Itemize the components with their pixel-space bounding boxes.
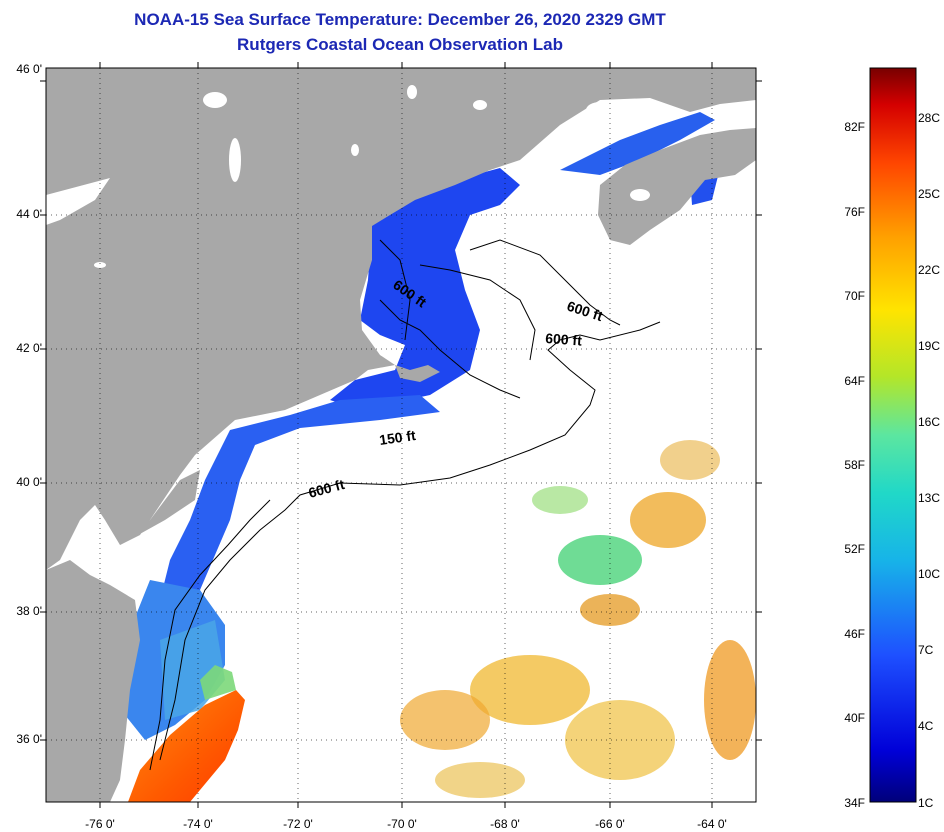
bathymetry-contours: [149, 239, 661, 771]
lat-label: 42 0': [16, 341, 42, 355]
cold-water-shelf: [160, 395, 440, 615]
bay-of-fundy-water: [560, 112, 715, 175]
lat-label: 44 0': [16, 207, 42, 221]
lat-label: 46 0': [16, 62, 42, 76]
axis-ticks: [40, 62, 762, 808]
cold-water-gulf-of-maine: [330, 168, 520, 410]
colorbar-c-label: 10C: [918, 567, 941, 581]
colorbar-c-label: 19C: [918, 339, 941, 353]
colorbar-c-label: 4C: [918, 719, 934, 733]
lat-label: 38 0': [16, 604, 42, 618]
map-frame: [45, 67, 757, 803]
map-title: NOAA-15 Sea Surface Temperature: Decembe…: [134, 10, 666, 29]
warm-eddies: [400, 440, 756, 798]
contour-label: 150 ft: [378, 427, 417, 448]
colorbar-c-label: 28C: [918, 111, 941, 125]
colorbar-f-label: 34F: [844, 796, 865, 810]
lon-label: -72 0': [283, 817, 313, 831]
colorbar-c-label: 1C: [918, 796, 934, 810]
lon-label: -74 0': [183, 817, 213, 831]
land-north-america: [46, 68, 756, 570]
map-subtitle: Rutgers Coastal Ocean Observation Lab: [237, 35, 563, 54]
colorbar-c-label: 16C: [918, 415, 941, 429]
colorbar-c-label: 7C: [918, 643, 934, 657]
colorbar-f-label: 58F: [844, 458, 865, 472]
lat-label: 36 0': [16, 732, 42, 746]
lat-label: 40 0': [16, 475, 42, 489]
land-delmarva: [46, 560, 140, 802]
lon-label: -68 0': [490, 817, 520, 831]
colorbar-c-label: 25C: [918, 187, 941, 201]
colorbar-f-label: 40F: [844, 711, 865, 725]
land-nova-scotia: [598, 128, 756, 245]
colorbar-f-label: 76F: [844, 205, 865, 219]
land-long-island-nj: [120, 470, 200, 545]
lon-label: -70 0': [387, 817, 417, 831]
colorbar-f-label: 46F: [844, 627, 865, 641]
colorbar-f-label: 70F: [844, 289, 865, 303]
lon-label: -76 0': [85, 817, 115, 831]
gulf-stream-warm: [128, 690, 245, 802]
temperature-colorbar: [869, 67, 917, 803]
inland-lakes: [46, 85, 650, 268]
colorbar-f-label: 82F: [844, 120, 865, 134]
lat-lon-grid: [46, 68, 756, 802]
map-area: [46, 68, 756, 802]
land-cape-cod: [395, 365, 440, 382]
lon-label: -66 0': [595, 817, 625, 831]
colorbar-c-label: 13C: [918, 491, 941, 505]
gulf-stream-edge: [200, 665, 236, 700]
lon-label: -64 0': [697, 817, 727, 831]
colorbar-c-label: 22C: [918, 263, 941, 277]
colorbar-f-label: 64F: [844, 374, 865, 388]
colorbar-f-label: 52F: [844, 542, 865, 556]
contour-label: 600 ft: [545, 330, 583, 349]
